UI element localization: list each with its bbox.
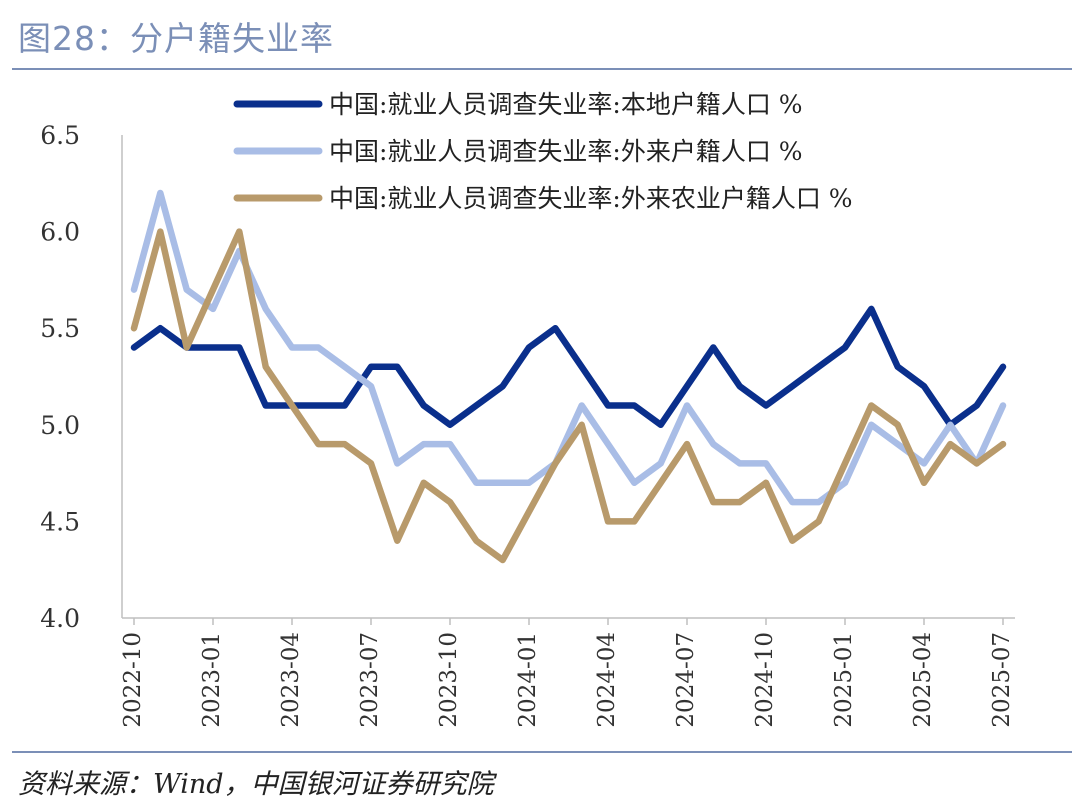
line-chart: 4.0 4.5 5.0 5.5 6.0 6.5 2022-10 2023-01 2023-04… <box>40 90 1015 728</box>
legend-label: 中国:就业人员调查失业率:本地户籍人口 % <box>329 90 803 119</box>
series-line-3 <box>130 228 1007 564</box>
y-tick-label: 4.0 <box>40 604 80 633</box>
bottom-rule <box>12 751 1072 753</box>
x-tick-label: 2025-04 <box>910 632 936 728</box>
x-tick-label: 2024-04 <box>594 632 620 728</box>
legend-item-2: 中国:就业人员调查失业率:外来户籍人口 % <box>233 137 803 166</box>
series-lines <box>130 189 1007 564</box>
legend-item-1: 中国:就业人员调查失业率:本地户籍人口 % <box>233 90 803 119</box>
y-tick-label: 4.5 <box>40 507 80 536</box>
source-note: 资料来源：Wind，中国银河证券研究院 <box>18 769 494 800</box>
x-axis: 2022-10 2023-01 2023-04 2023-07 2023-10 2024-… <box>120 617 1015 728</box>
legend-label: 中国:就业人员调查失业率:外来农业户籍人口 % <box>329 184 853 213</box>
legend-item-3: 中国:就业人员调查失业率:外来农业户籍人口 % <box>233 184 853 213</box>
x-tick-label: 2023-10 <box>436 632 462 728</box>
x-tick-label: 2024-01 <box>515 632 541 728</box>
x-tick-label: 2024-07 <box>673 632 699 728</box>
x-tick-label: 2025-01 <box>831 632 857 728</box>
figure-title: 图28：分户籍失业率 <box>18 19 334 58</box>
y-tick-label: 6.5 <box>40 121 80 150</box>
x-tick-label: 2024-10 <box>752 632 778 728</box>
y-axis: 4.0 4.5 5.0 5.5 6.0 6.5 <box>40 121 123 633</box>
x-tick-label: 2023-04 <box>278 632 304 728</box>
x-tick-label: 2025-07 <box>989 632 1015 728</box>
y-tick-label: 6.0 <box>40 218 80 247</box>
y-tick-label: 5.5 <box>40 314 80 343</box>
y-tick-label: 5.0 <box>40 411 80 440</box>
legend-label: 中国:就业人员调查失业率:外来户籍人口 % <box>329 137 803 166</box>
legend: 中国:就业人员调查失业率:本地户籍人口 % 中国:就业人员调查失业率:外来户籍人口… <box>233 90 853 213</box>
x-tick-label: 2022-10 <box>120 632 146 728</box>
top-rule <box>12 68 1072 70</box>
series-line-2 <box>130 189 1007 506</box>
x-tick-label: 2023-07 <box>357 632 383 728</box>
x-tick-label: 2023-01 <box>199 632 225 728</box>
series-line-1 <box>130 305 1007 429</box>
